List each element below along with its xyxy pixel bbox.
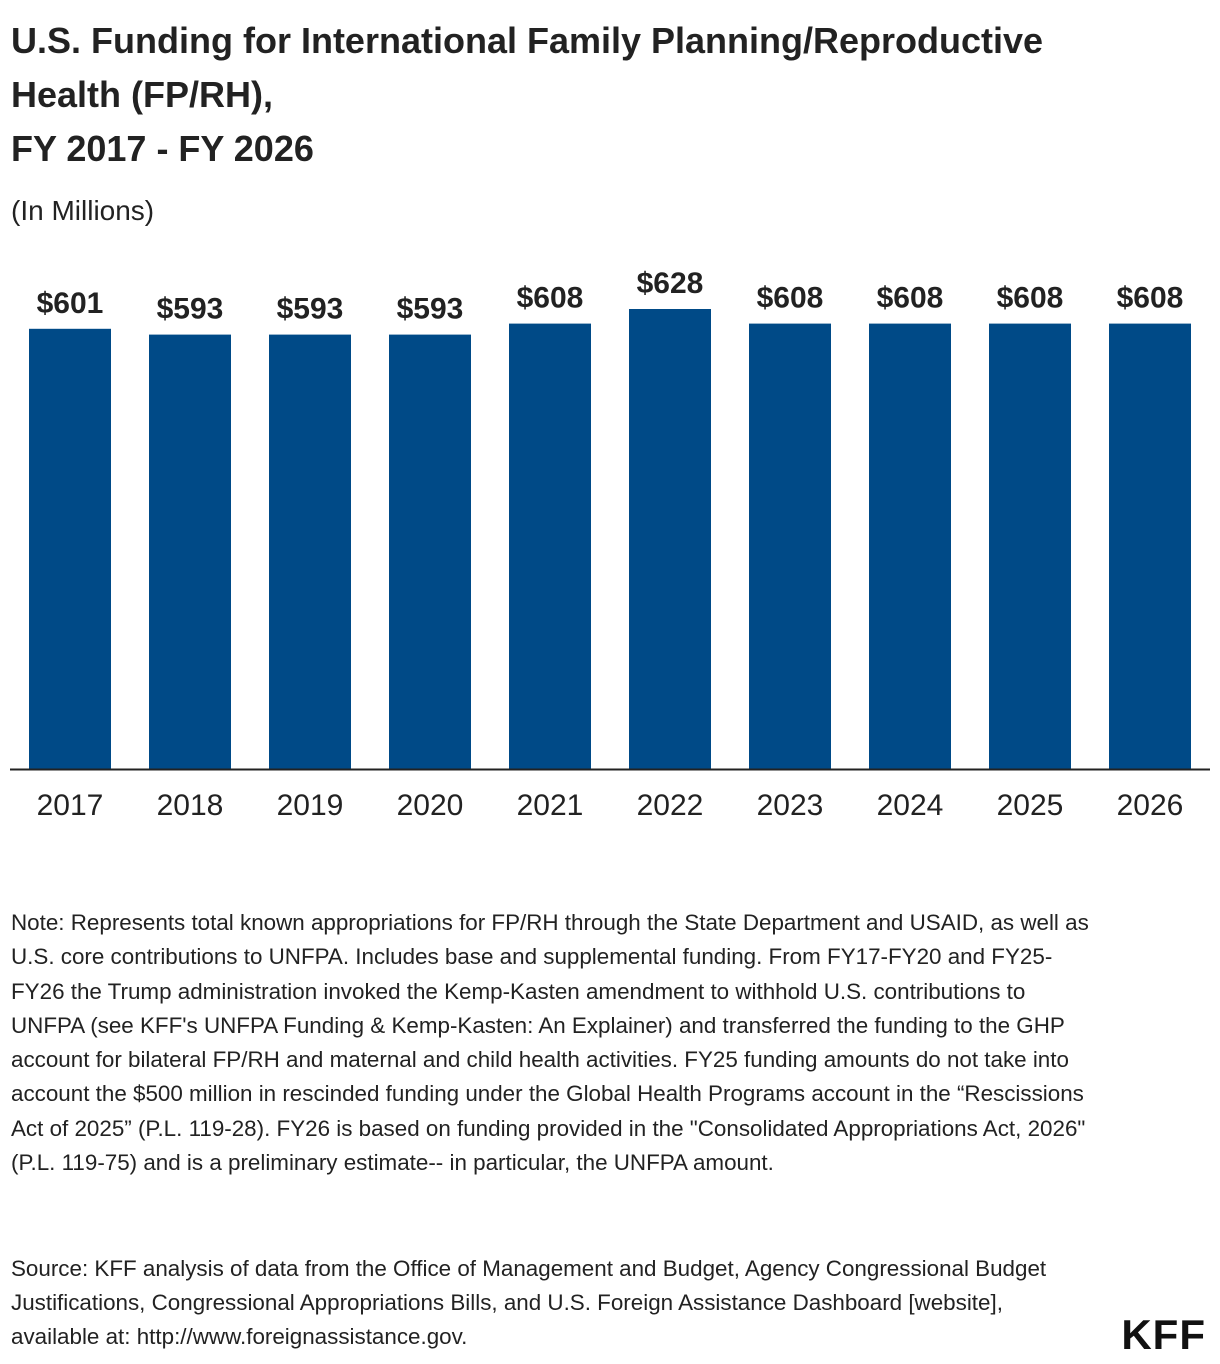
bar-chart: $601 $593 $593 $593 $608 $628 $608 $608 $608 $608… — [10, 267, 1210, 822]
bar-2023 — [749, 323, 831, 769]
bar-2024 — [869, 323, 951, 769]
value-label-2020: $593 — [397, 293, 464, 326]
bar-2025 — [989, 323, 1071, 769]
bar-2021 — [509, 323, 591, 769]
bar-2026 — [1109, 323, 1191, 769]
x-tick-label-2022: 2022 — [637, 789, 704, 822]
bar-2017 — [29, 328, 111, 769]
value-label-2024: $608 — [877, 282, 944, 315]
bar-2022 — [629, 309, 711, 769]
value-label-2017: $601 — [37, 287, 104, 320]
bar-group — [29, 309, 1191, 769]
x-tick-label-2024: 2024 — [877, 789, 944, 822]
chart-title-line-1: U.S. Funding for International Family Pl… — [11, 20, 1044, 61]
value-label-2025: $608 — [997, 282, 1064, 315]
chart-title-line-3: FY 2017 - FY 2026 — [11, 128, 314, 169]
x-tick-label-2019: 2019 — [277, 789, 344, 822]
value-label-2019: $593 — [277, 293, 344, 326]
value-label-2026: $608 — [1117, 282, 1184, 315]
x-tick-label-2025: 2025 — [997, 789, 1064, 822]
x-tick-label-2017: 2017 — [37, 789, 104, 822]
x-tick-label-2020: 2020 — [397, 789, 464, 822]
chart-note: Note: Represents total known appropriati… — [11, 910, 1089, 1176]
chart-subtitle: (In Millions) — [11, 195, 155, 226]
chart-title-line-2: Health (FP/RH), — [11, 74, 274, 115]
value-label-2023: $608 — [757, 282, 824, 315]
x-tick-label-2023: 2023 — [757, 789, 824, 822]
x-tick-label-2018: 2018 — [157, 789, 224, 822]
x-tick-label-2026: 2026 — [1117, 789, 1184, 822]
x-tick-label-2021: 2021 — [517, 789, 584, 822]
value-label-group: $601 $593 $593 $593 $608 $628 $608 $608 $608 $608 — [37, 267, 1184, 326]
value-label-2021: $608 — [517, 282, 584, 315]
bar-2019 — [269, 334, 351, 769]
chart-source: Source: KFF analysis of data from the Of… — [11, 1256, 1047, 1349]
bar-2018 — [149, 334, 231, 769]
bar-2020 — [389, 334, 471, 769]
value-label-2018: $593 — [157, 293, 224, 326]
chart-title: U.S. Funding for International Family Pl… — [11, 14, 1206, 176]
kff-logo: KFF — [1121, 1311, 1206, 1358]
x-tick-label-group: 2017 2018 2019 2020 2021 2022 2023 2024 2025 2026 — [37, 789, 1184, 822]
value-label-2022: $628 — [637, 267, 704, 300]
